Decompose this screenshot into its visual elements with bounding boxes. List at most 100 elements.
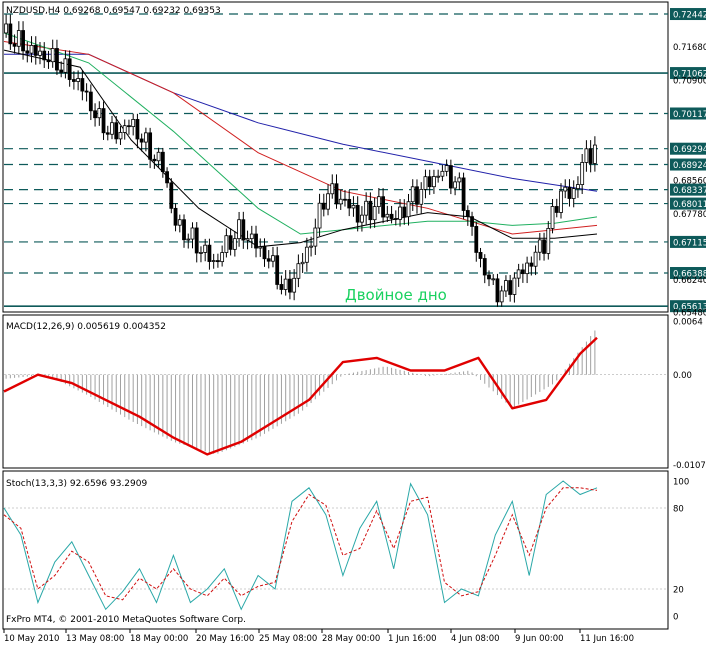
candle-body xyxy=(59,69,64,73)
candle-body xyxy=(334,183,339,205)
candle-body xyxy=(207,244,212,262)
candle-body xyxy=(436,175,441,178)
candle-body xyxy=(368,200,373,221)
candle-body xyxy=(326,193,330,210)
candle-body xyxy=(571,188,576,199)
price-axis-tick: 0.67780 xyxy=(673,210,706,220)
candle-body xyxy=(122,125,127,133)
candle-body xyxy=(398,206,402,220)
candle-body xyxy=(249,233,254,240)
candle-body xyxy=(237,219,241,240)
candle-body xyxy=(199,252,203,254)
price-axis-tick: 0.68924 xyxy=(673,161,706,171)
candle-body xyxy=(550,206,555,229)
candle-body xyxy=(376,196,381,207)
price-tag-box xyxy=(670,197,706,210)
x-axis-tick: 9 Jun 00:00 xyxy=(515,634,564,644)
candle-body xyxy=(478,252,483,259)
candle-body xyxy=(474,226,479,253)
candle-body xyxy=(139,138,144,143)
price-axis-tick: 0.68560 xyxy=(673,177,706,187)
candle-body xyxy=(4,23,9,34)
candle-body xyxy=(93,110,97,119)
candle-body xyxy=(410,186,415,203)
candle-body xyxy=(25,50,30,54)
price-axis-tick: 0.65480 xyxy=(673,308,706,318)
candle-body xyxy=(381,196,385,218)
moving-average-line xyxy=(3,41,598,235)
candle-body xyxy=(520,269,525,275)
candle-body xyxy=(46,59,51,63)
candle-body xyxy=(304,246,309,263)
price-tag-box xyxy=(670,142,706,155)
candle-body xyxy=(241,219,246,241)
x-axis-tick: 28 May 00:00 xyxy=(322,634,380,644)
candle-body xyxy=(173,207,178,226)
price-tag-box xyxy=(670,107,706,120)
candle-body xyxy=(232,238,237,250)
candle-body xyxy=(50,48,55,63)
candle-body xyxy=(563,186,568,192)
candle-body xyxy=(288,278,292,293)
candle-body xyxy=(182,219,186,241)
candle-body xyxy=(351,204,356,209)
macd-axis-tick: 0.00 xyxy=(673,371,692,381)
candle-body xyxy=(114,122,119,140)
price-axis-tick: 0.71680 xyxy=(673,43,706,53)
candle-body xyxy=(258,246,263,249)
price-axis-tick: 0.71062 xyxy=(673,70,706,80)
candle-body xyxy=(402,206,407,218)
candle-body xyxy=(76,78,81,82)
pattern-annotation: Двойное дно xyxy=(345,286,447,304)
candle-body xyxy=(296,263,301,279)
candle-body xyxy=(415,186,419,205)
candle-body xyxy=(84,90,89,93)
candle-body xyxy=(152,158,157,162)
price-tag-box xyxy=(670,158,706,171)
candle-body xyxy=(309,245,313,248)
candle-body xyxy=(406,201,411,218)
candle-body xyxy=(88,91,93,112)
candle-body xyxy=(457,177,462,183)
candle-body xyxy=(135,119,140,140)
candle-body xyxy=(554,206,559,213)
moving-average-line xyxy=(3,49,598,248)
candle-body xyxy=(470,216,474,227)
candle-body xyxy=(372,206,377,221)
macd-pane-frame xyxy=(2,314,669,469)
candle-body xyxy=(495,278,500,303)
candle-body xyxy=(546,227,551,254)
candle-body xyxy=(67,58,72,80)
candle-body xyxy=(275,255,280,285)
candle-body xyxy=(567,186,572,199)
stoch-axis-tick: 80 xyxy=(673,505,684,515)
candle-body xyxy=(143,132,148,143)
candle-body xyxy=(343,198,347,201)
price-axis-tick: 0.68011 xyxy=(673,200,706,210)
candle-body xyxy=(444,165,449,172)
candle-body xyxy=(512,277,517,295)
candle-body xyxy=(131,119,136,128)
price-axis-tick: 0.72442 xyxy=(673,11,706,21)
price-axis-tick: 0.70900 xyxy=(673,77,706,87)
candle-body xyxy=(211,260,216,262)
candle-body xyxy=(80,78,85,92)
macd-pane-title: MACD(12,26,9) 0.005619 0.004352 xyxy=(6,322,166,332)
price-axis-tick: 0.66388 xyxy=(673,270,706,280)
price-axis-tick: 0.66240 xyxy=(673,276,706,286)
candle-body xyxy=(97,108,102,119)
candle-body xyxy=(29,44,34,54)
price-axis-tick: 0.67115 xyxy=(673,238,706,248)
price-tag-box xyxy=(670,8,706,21)
candle-body xyxy=(156,151,161,162)
candle-body xyxy=(160,151,165,173)
candle-body xyxy=(321,202,326,210)
candle-body xyxy=(127,125,131,128)
candle-body xyxy=(38,50,42,56)
candle-body xyxy=(71,79,76,82)
candle-body xyxy=(283,278,288,290)
candle-body xyxy=(427,176,432,188)
candle-body xyxy=(194,227,199,254)
candle-body xyxy=(148,132,153,160)
